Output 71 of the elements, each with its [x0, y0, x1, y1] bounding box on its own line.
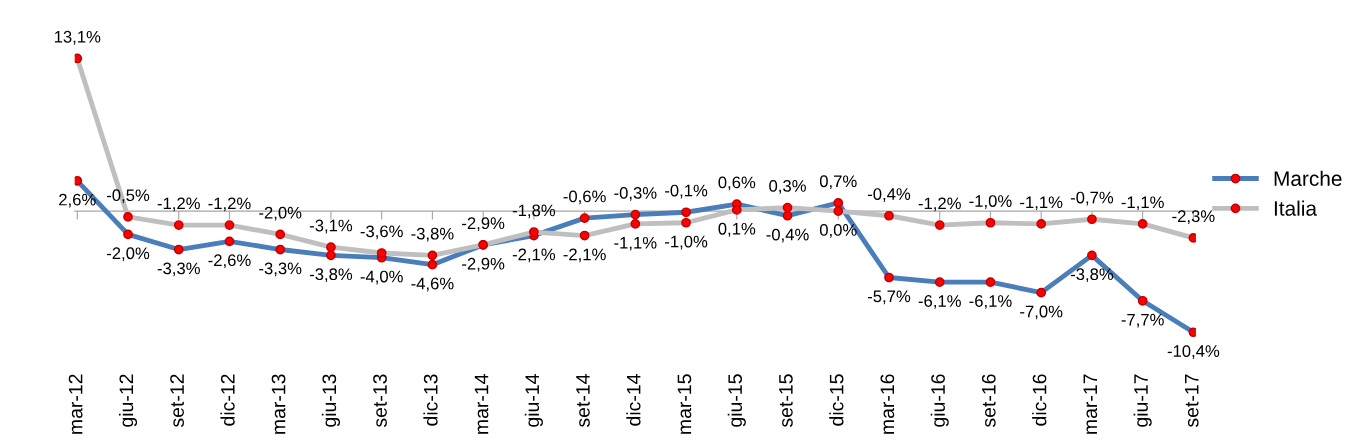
data-label: -0,3% [614, 186, 657, 201]
data-label: -1,0% [665, 235, 708, 250]
data-label: -2,0% [259, 206, 302, 221]
data-label: -2,9% [462, 217, 505, 232]
x-tick-label: giu-17 [1133, 374, 1152, 427]
data-label: -1,1% [1121, 196, 1164, 211]
data-label: 0,1% [718, 222, 756, 237]
data-label: -1,1% [1020, 196, 1063, 211]
data-label: -3,8% [411, 227, 454, 242]
x-tick-label: mar-12 [68, 374, 83, 434]
x-tick-label: mar-14 [474, 374, 489, 434]
data-label: -2,1% [563, 248, 606, 263]
x-tick-label: giu-16 [930, 374, 949, 427]
data-label: -0,5% [106, 189, 150, 204]
data-label: -10,4% [1167, 345, 1220, 359]
x-tick-label: dic-12 [220, 374, 235, 426]
x-tick-label: set-17 [1185, 374, 1199, 428]
x-tick-label: giu-13 [321, 374, 340, 427]
data-label: -6,1% [918, 295, 961, 309]
x-tick-label: giu-14 [524, 374, 543, 427]
x-tick-label: set-15 [779, 374, 793, 428]
data-label: -6,1% [969, 295, 1012, 309]
data-label: -3,1% [309, 219, 353, 234]
data-label: 0,6% [718, 176, 756, 191]
x-tick-label: dic-13 [423, 374, 438, 426]
x-tick-label: mar-17 [1083, 374, 1098, 434]
data-label: -1,0% [969, 195, 1012, 209]
data-label: -1,2% [918, 197, 961, 212]
x-tick-label: mar-15 [677, 374, 692, 434]
data-label: -0,7% [1070, 191, 1114, 206]
data-label: -3,8% [309, 268, 353, 283]
data-label: -1,2% [208, 197, 251, 212]
data-label: -7,7% [1121, 313, 1164, 328]
x-tick-label: dic-16 [1032, 374, 1047, 426]
data-label: -4,0% [360, 270, 403, 285]
data-label: -2,6% [208, 254, 251, 269]
data-label: -2,0% [106, 247, 150, 262]
data-label: 2,6% [59, 193, 96, 208]
data-label: 0,3% [769, 180, 806, 194]
data-label: -3,6% [360, 225, 403, 240]
legend-label: Italia [1274, 200, 1318, 216]
x-tick-label: mar-13 [271, 374, 286, 434]
x-tick-label: giu-15 [727, 374, 746, 427]
data-label: -7,0% [1020, 305, 1063, 320]
data-label: -3,3% [157, 262, 200, 277]
x-tick-label: dic-15 [829, 374, 844, 426]
data-label: -3,8% [1070, 268, 1114, 283]
data-label: 0,0% [819, 224, 857, 238]
data-label: 0,7% [819, 175, 857, 190]
data-label: -0,1% [665, 184, 708, 199]
data-label: -2,9% [462, 257, 505, 272]
data-label: -1,8% [512, 204, 556, 219]
data-label: -2,1% [512, 248, 556, 263]
x-tick-label: mar-16 [880, 374, 895, 434]
x-tick-label: set-12 [170, 374, 184, 428]
data-label: -4,6% [411, 277, 454, 292]
data-label: 13,1% [54, 30, 101, 45]
data-label: -0,4% [867, 188, 911, 202]
data-label: -5,7% [867, 290, 911, 305]
data-label: -1,1% [614, 236, 657, 251]
x-tick-label: set-14 [576, 374, 590, 428]
x-tick-label: giu-12 [118, 374, 138, 427]
x-tick-label: dic-14 [626, 374, 641, 426]
data-label: -2,3% [1172, 210, 1215, 225]
x-tick-label: set-16 [981, 374, 996, 428]
x-tick-label: set-13 [373, 374, 387, 428]
legend-label: Marche [1274, 170, 1342, 187]
data-label: -3,3% [259, 262, 302, 277]
data-label: -1,2% [157, 197, 200, 212]
data-label: -0,6% [563, 190, 606, 205]
data-label: -0,4% [766, 228, 809, 243]
